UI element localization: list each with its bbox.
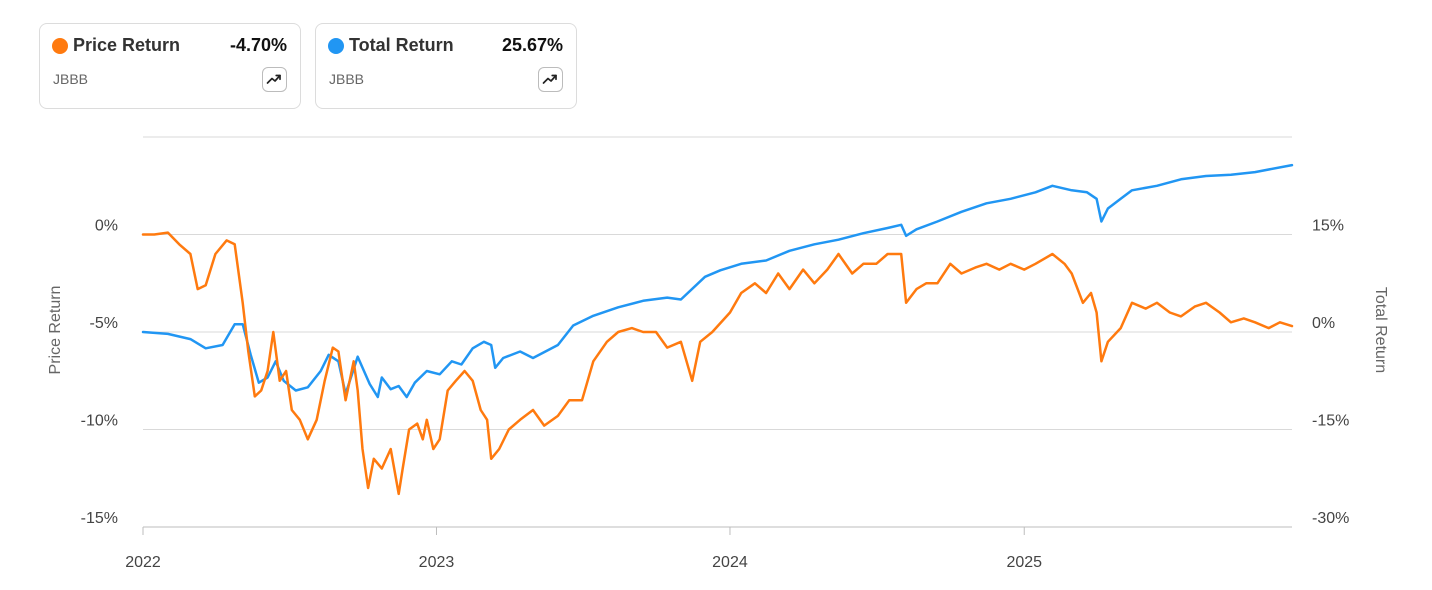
x-tick-label: 2025 [1006, 554, 1042, 571]
price-return-ticker: JBBB [53, 71, 89, 87]
price-return-value: -4.70% [229, 35, 287, 55]
right-tick-label: -30% [1312, 510, 1349, 527]
price-return-legend-dot [52, 38, 68, 54]
left-tick-label: -15% [81, 510, 118, 527]
left-axis-title: Price Return [47, 285, 64, 375]
x-tick-label: 2022 [125, 554, 161, 571]
left-tick-label: 0% [95, 218, 118, 235]
total-return-line [141, 163, 1294, 399]
trending-up-icon [266, 74, 281, 84]
right-tick-label: -15% [1312, 413, 1349, 430]
left-tick-label: -10% [81, 413, 118, 430]
right-axis-title: Total Return [1372, 286, 1389, 374]
price-return-legend-label: Price Return [73, 35, 181, 55]
total-return-trend-button[interactable] [538, 67, 563, 92]
x-tick-label: 2023 [419, 554, 455, 571]
trending-up-icon [542, 74, 557, 84]
total-return-legend-label: Total Return [349, 35, 454, 55]
right-tick-label: 15% [1312, 218, 1344, 235]
price-return-card[interactable]: Price Return -4.70% JBBB [39, 23, 301, 109]
total-return-card[interactable]: Total Return 25.67% JBBB [315, 23, 577, 109]
price-return-trend-button[interactable] [262, 67, 287, 92]
x-tick-label: 2024 [712, 554, 748, 571]
total-return-value: 25.67% [501, 35, 563, 55]
left-tick-label: -5% [90, 315, 118, 332]
price-return-line [141, 231, 1294, 496]
total-return-ticker: JBBB [329, 71, 365, 87]
right-tick-label: 0% [1312, 315, 1335, 332]
total-return-legend-dot [328, 38, 344, 54]
